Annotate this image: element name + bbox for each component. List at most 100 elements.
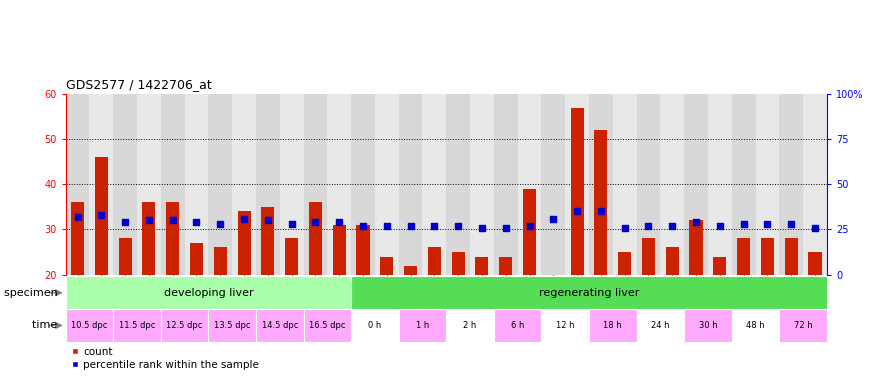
Bar [262,207,275,275]
Point [261,217,275,223]
Point [784,221,798,227]
Bar [374,94,399,275]
Bar [755,94,780,275]
Point [713,223,727,229]
Bar [713,257,726,275]
Text: 2 h: 2 h [464,321,477,330]
Bar [780,309,827,342]
Bar [618,252,631,275]
Bar [446,94,470,275]
Bar [237,211,250,275]
Bar [143,202,156,275]
Legend: count, percentile rank within the sample: count, percentile rank within the sample [71,347,259,370]
Text: 30 h: 30 h [698,321,717,330]
Bar [166,202,179,275]
Bar [208,94,232,275]
Bar [89,94,113,275]
Text: 48 h: 48 h [746,321,765,330]
Bar [732,309,780,342]
Bar [66,94,89,275]
Point [427,223,441,229]
Bar [565,94,589,275]
Text: time: time [32,320,61,331]
Bar [309,202,322,275]
Bar [637,309,684,342]
Bar [475,257,488,275]
Text: regenerating liver: regenerating liver [539,288,639,298]
Text: developing liver: developing liver [164,288,253,298]
Bar [232,94,256,275]
Point [808,225,822,231]
Bar [423,94,446,275]
Bar [542,94,565,275]
Bar [737,238,750,275]
Point [284,221,298,227]
Bar [214,247,227,275]
Text: 13.5 dpc: 13.5 dpc [214,321,250,330]
Point [237,215,251,222]
Point [546,215,560,222]
Bar [589,309,637,342]
Point [665,223,679,229]
Bar [518,94,542,275]
Bar [399,94,423,275]
Bar [684,309,732,342]
Bar [637,94,661,275]
Point [570,208,584,214]
Bar [280,94,304,275]
Bar [666,247,679,275]
Text: 72 h: 72 h [794,321,812,330]
Bar [66,309,113,342]
Bar [118,238,131,275]
Bar [612,94,637,275]
Point [594,208,608,214]
Bar [381,257,394,275]
Bar [256,94,280,275]
Bar [452,252,465,275]
Bar [661,94,684,275]
Text: 16.5 dpc: 16.5 dpc [309,321,346,330]
Point [118,219,132,225]
Bar [137,94,161,275]
Bar [523,189,536,275]
Text: 18 h: 18 h [604,321,622,330]
Text: 1 h: 1 h [416,321,429,330]
Bar [161,94,185,275]
Bar [785,238,798,275]
Bar [803,94,827,275]
Bar [304,309,351,342]
Text: 0 h: 0 h [368,321,382,330]
Bar [208,309,256,342]
Point [165,217,179,223]
Point [332,219,346,225]
Text: specimen: specimen [4,288,61,298]
Text: GDS2577 / 1422706_at: GDS2577 / 1422706_at [66,78,212,91]
Bar [185,94,208,275]
Bar [356,225,369,275]
Point [522,223,536,229]
Point [689,219,703,225]
Bar [113,309,161,342]
Bar [642,238,655,275]
Point [380,223,394,229]
Text: 11.5 dpc: 11.5 dpc [119,321,155,330]
Point [214,221,228,227]
Bar [708,94,731,275]
Bar [690,220,703,275]
Bar [446,309,493,342]
Bar [761,238,774,275]
Text: 12.5 dpc: 12.5 dpc [166,321,203,330]
Bar [332,225,346,275]
Text: 6 h: 6 h [511,321,524,330]
Point [641,223,655,229]
Point [190,219,204,225]
Bar [493,94,518,275]
Point [71,214,85,220]
Bar [808,252,822,275]
Bar [542,309,589,342]
Bar [190,243,203,275]
Bar [113,94,137,275]
Text: 14.5 dpc: 14.5 dpc [262,321,298,330]
Bar [94,157,108,275]
Bar [71,202,84,275]
